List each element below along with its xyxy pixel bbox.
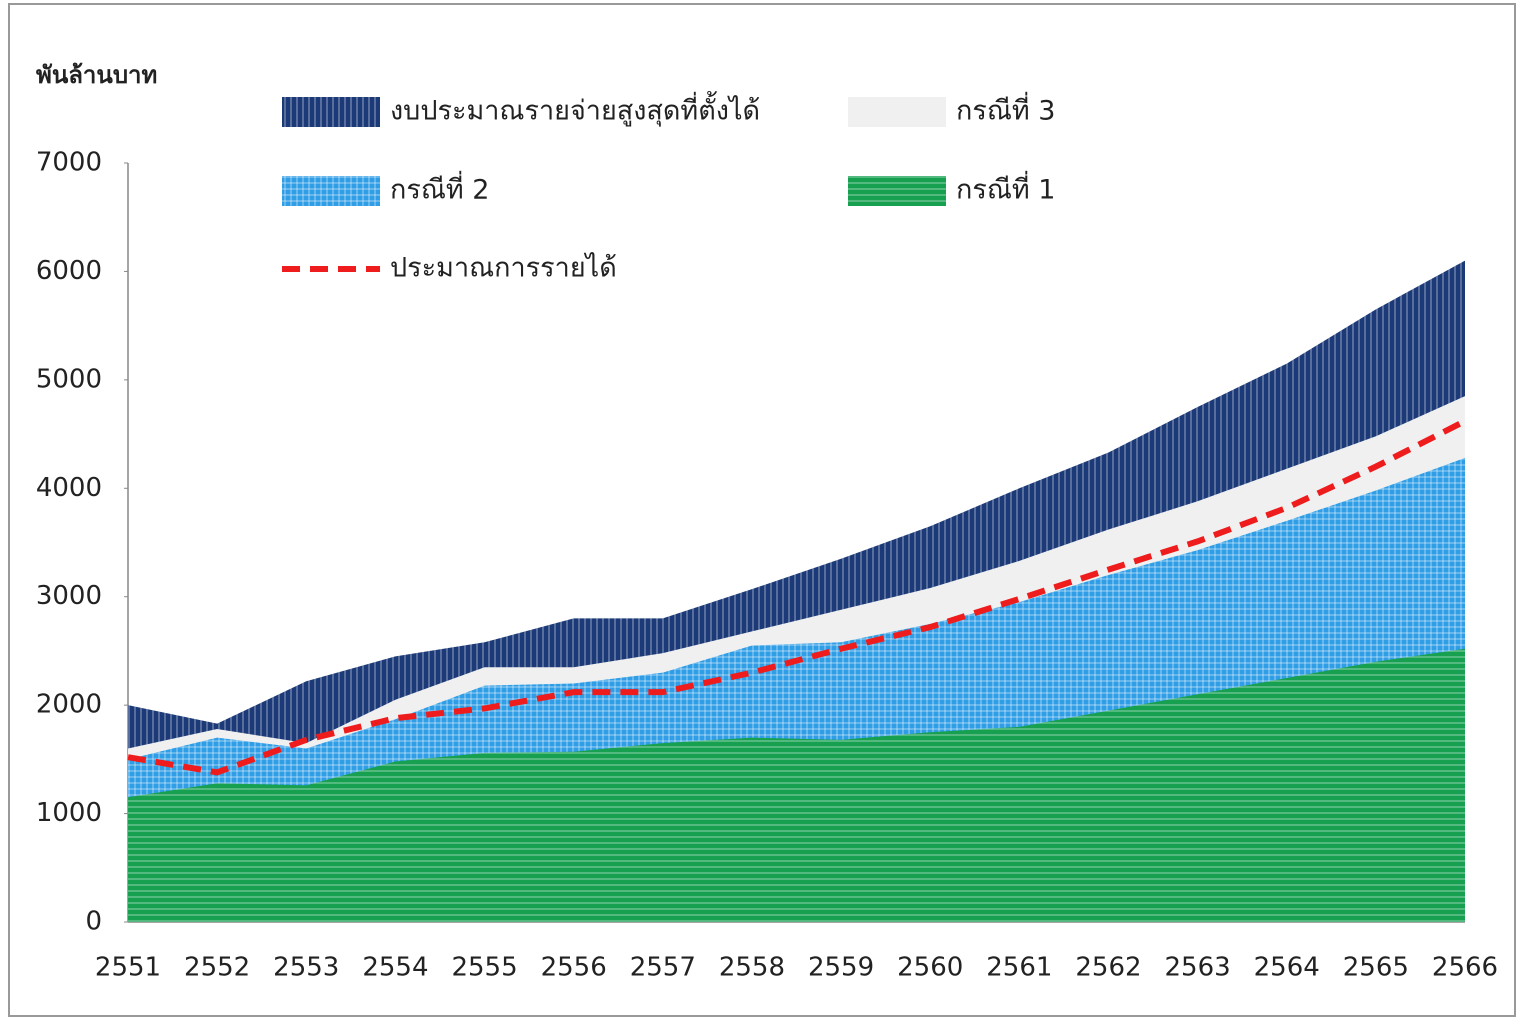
x-tick-label: 2553	[273, 953, 339, 983]
legend-swatch	[848, 97, 946, 127]
legend-label: ประมาณการรายได้	[390, 253, 617, 284]
legend-label: งบประมาณรายจ่ายสูงสุดที่ตั้งได้	[390, 91, 760, 128]
x-tick-label: 2561	[986, 953, 1052, 983]
frame	[8, 3, 1516, 1017]
y-tick-label: 6000	[36, 256, 102, 286]
y-tick-label: 1000	[36, 798, 102, 828]
x-tick-label: 2556	[541, 953, 607, 983]
x-tick-label: 2551	[95, 953, 161, 983]
x-tick-label: 2560	[897, 953, 963, 983]
y-tick-label: 4000	[36, 473, 102, 503]
legend-label: กรณีที่ 1	[956, 171, 1055, 206]
y-axis-label: พันล้านบาท	[36, 61, 157, 89]
y-tick-label: 0	[85, 907, 102, 937]
y-tick-label: 2000	[36, 690, 102, 720]
x-tick-label: 2566	[1432, 953, 1498, 983]
legend-swatch	[282, 97, 380, 127]
legend-swatch	[848, 176, 946, 206]
y-tick-label: 3000	[36, 581, 102, 611]
y-tick-label: 5000	[36, 364, 102, 394]
revenue-line	[127, 418, 1467, 776]
legend-label: กรณีที่ 2	[390, 171, 489, 206]
x-tick-label: 2565	[1343, 953, 1409, 983]
x-tick-label: 2562	[1075, 953, 1141, 983]
area	[128, 648, 1465, 922]
x-tick-label: 2563	[1165, 953, 1231, 983]
x-tick-label: 2552	[184, 953, 250, 983]
x-tick-label: 2554	[362, 953, 428, 983]
x-tick-label: 2564	[1254, 953, 1320, 983]
x-tick-label: 2559	[808, 953, 874, 983]
legend-label: กรณีที่ 3	[956, 92, 1055, 127]
y-tick-label: 7000	[36, 148, 102, 178]
x-tick-label: 2557	[630, 953, 696, 983]
legend-swatch	[282, 176, 380, 206]
x-tick-label: 2558	[719, 953, 785, 983]
x-tick-label: 2555	[451, 953, 517, 983]
